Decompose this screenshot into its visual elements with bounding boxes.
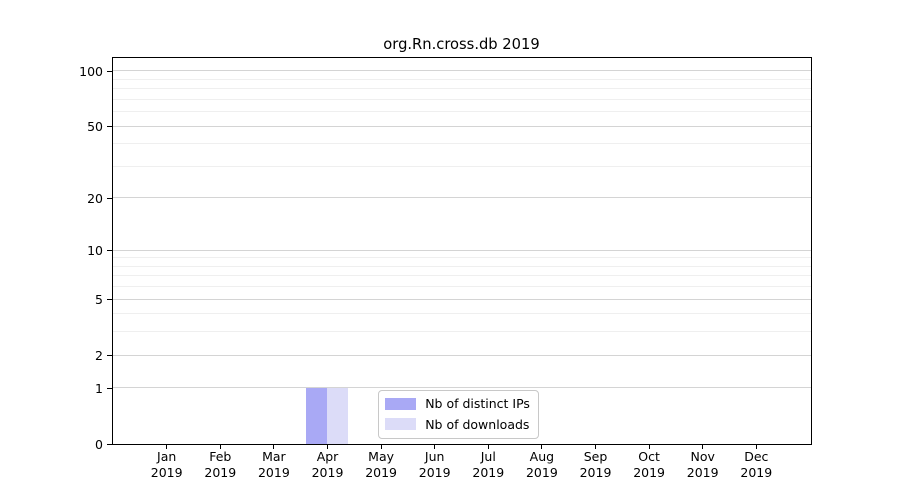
x-axis-tick-mark <box>434 444 436 449</box>
y-axis-tick-mark <box>107 298 112 300</box>
x-axis-tick-mark <box>380 444 382 449</box>
bar-nb-of-downloads <box>327 387 349 444</box>
x-tick-year: 2019 <box>204 464 237 480</box>
y-axis-tick-label: 10 <box>87 242 103 258</box>
plot-area: Nb of distinct IPs Nb of downloads <box>111 57 813 445</box>
gridline-minor <box>112 331 812 333</box>
x-axis-tick-mark <box>219 444 221 449</box>
x-tick-year: 2019 <box>633 464 665 480</box>
y-axis-tick-mark <box>107 443 112 445</box>
x-tick-year: 2019 <box>686 464 719 480</box>
legend-label-distinct-ips: Nb of distinct IPs <box>425 396 530 412</box>
x-tick-year: 2019 <box>472 464 505 480</box>
gridline-minor <box>112 111 812 113</box>
x-axis-tick-label: May 2019 <box>349 449 413 480</box>
x-tick-year: 2019 <box>150 464 183 480</box>
x-tick-month: Aug <box>529 449 555 464</box>
x-axis-tick-label: Oct 2019 <box>617 449 681 480</box>
x-axis-tick-label: Sep 2019 <box>564 449 628 480</box>
y-axis-tick-label: 20 <box>87 190 103 206</box>
x-axis-tick-label: Dec 2019 <box>724 449 788 480</box>
y-axis-tick-label: 2 <box>95 347 103 363</box>
x-axis-tick-label: Feb 2019 <box>188 449 252 480</box>
x-tick-month: Mar <box>262 449 286 464</box>
x-tick-year: 2019 <box>525 464 558 480</box>
gridline-major <box>112 70 812 72</box>
legend-item-distinct-ips: Nb of distinct IPs <box>384 395 530 413</box>
x-tick-year: 2019 <box>311 464 344 480</box>
x-tick-year: 2019 <box>257 464 290 480</box>
x-tick-month: Jun <box>424 449 445 464</box>
x-axis-tick-mark <box>702 444 704 449</box>
legend: Nb of distinct IPs Nb of downloads <box>377 389 539 439</box>
x-axis-tick-label: Jan 2019 <box>135 449 199 480</box>
x-tick-year: 2019 <box>365 464 397 480</box>
x-tick-year: 2019 <box>418 464 451 480</box>
x-axis-tick-label: Apr 2019 <box>296 449 360 480</box>
x-tick-month: Jul <box>480 449 496 464</box>
x-tick-year: 2019 <box>579 464 612 480</box>
gridline-minor <box>112 143 812 145</box>
y-axis-tick-label: 1 <box>95 380 103 396</box>
x-tick-month: Oct <box>638 449 660 464</box>
bar-nb-of-distinct-ips <box>305 387 328 444</box>
gridline-minor <box>112 286 812 288</box>
x-axis-tick-label: Jul 2019 <box>456 449 520 480</box>
x-axis-tick-mark <box>273 444 275 449</box>
y-axis-tick-mark <box>107 70 112 72</box>
x-tick-month: Dec <box>744 449 769 464</box>
y-axis-tick-mark <box>107 249 112 251</box>
y-axis-tick-label: 50 <box>87 118 103 134</box>
y-axis-tick-label: 5 <box>95 291 103 307</box>
x-tick-month: Sep <box>583 449 608 464</box>
x-axis-tick-mark <box>487 444 489 449</box>
x-axis-tick-mark <box>541 444 543 449</box>
legend-item-downloads: Nb of downloads <box>384 415 530 433</box>
x-axis-tick-label: Aug 2019 <box>510 449 574 480</box>
gridline-major <box>112 298 812 300</box>
gridline-minor <box>112 78 812 80</box>
gridline-minor <box>112 165 812 167</box>
legend-label-downloads: Nb of downloads <box>425 416 530 432</box>
legend-swatch-distinct-ips <box>384 397 417 410</box>
gridline-major <box>112 197 812 199</box>
y-axis-tick-label: 0 <box>95 436 103 452</box>
x-axis-tick-label: Jun 2019 <box>403 449 467 480</box>
y-axis-tick-mark <box>107 387 112 389</box>
x-axis-tick-mark <box>326 444 329 449</box>
x-tick-month: Feb <box>209 449 232 464</box>
legend-swatch-downloads <box>384 418 417 431</box>
x-axis-tick-mark <box>594 444 597 449</box>
gridline-major <box>112 387 812 389</box>
x-tick-month: Nov <box>690 449 715 464</box>
gridline-major <box>112 354 812 356</box>
chart-title: org.Rn.cross.db 2019 <box>383 36 540 53</box>
x-axis-tick-label: Mar 2019 <box>242 449 306 480</box>
x-axis-tick-mark <box>648 444 650 449</box>
x-tick-year: 2019 <box>740 464 773 480</box>
gridline-major <box>112 249 812 251</box>
gridline-minor <box>112 313 812 315</box>
x-axis-tick-mark <box>166 444 168 449</box>
gridline-minor <box>112 275 812 277</box>
x-tick-month: Jan <box>157 449 177 464</box>
y-axis-tick-mark <box>107 354 112 356</box>
y-axis-tick-mark <box>107 197 112 199</box>
gridline-minor <box>112 265 812 267</box>
y-axis-tick-mark <box>107 125 112 128</box>
x-tick-month: May <box>368 449 395 464</box>
gridline-minor <box>112 88 812 90</box>
gridline-major <box>112 125 812 127</box>
gridline-minor <box>112 98 812 100</box>
gridline-minor <box>112 257 812 259</box>
y-axis-tick-label: 100 <box>79 63 103 79</box>
x-axis-tick-label: Nov 2019 <box>671 449 735 480</box>
x-axis-tick-mark <box>755 444 757 449</box>
x-tick-month: Apr <box>316 449 339 464</box>
